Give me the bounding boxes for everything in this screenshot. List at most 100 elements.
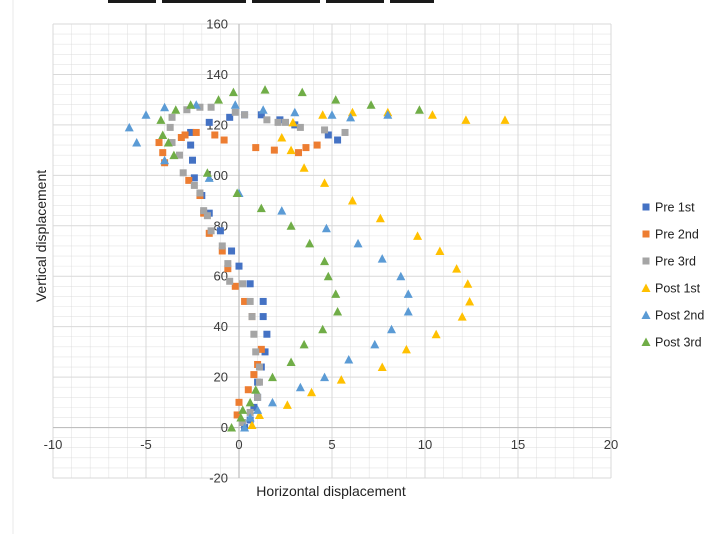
series-post-2nd <box>124 100 413 432</box>
legend-marker <box>642 257 650 265</box>
data-point <box>333 307 343 316</box>
data-point <box>177 134 185 141</box>
legend-item: Post 2nd <box>641 309 704 323</box>
data-point <box>214 95 224 104</box>
data-point <box>254 393 262 401</box>
chart-title <box>108 0 434 3</box>
data-point <box>235 398 243 406</box>
legend-item: Pre 2nd <box>642 228 699 242</box>
data-point <box>318 110 328 119</box>
y-tick-label: 60 <box>214 269 228 284</box>
legend-item: Post 1st <box>641 282 701 296</box>
y-tick-label: -20 <box>209 471 228 486</box>
data-point <box>202 168 212 177</box>
data-point <box>179 169 187 177</box>
data-point <box>341 128 349 136</box>
data-point <box>270 146 278 154</box>
legend-marker <box>641 310 651 319</box>
legend-marker <box>642 203 650 211</box>
data-point <box>267 372 277 382</box>
data-point <box>257 111 265 119</box>
data-point <box>156 115 166 124</box>
data-point <box>252 348 260 356</box>
data-point <box>320 256 330 266</box>
data-point <box>220 136 228 144</box>
data-point <box>187 128 195 136</box>
data-point <box>258 105 268 114</box>
data-point <box>435 246 445 255</box>
x-tick-label: 20 <box>604 437 618 452</box>
data-point <box>246 297 254 305</box>
data-point <box>244 386 252 394</box>
title-fragment-1 <box>162 0 246 3</box>
data-point <box>218 247 226 255</box>
data-point <box>403 289 413 298</box>
data-point <box>452 264 462 273</box>
data-point <box>235 262 243 270</box>
data-point <box>241 111 249 119</box>
data-point <box>318 324 328 334</box>
data-point <box>246 408 254 416</box>
data-point <box>231 108 239 116</box>
legend-label: Post 1st <box>655 282 701 296</box>
y-tick-label: 0 <box>221 420 228 435</box>
data-point <box>204 173 214 182</box>
data-point <box>155 139 163 147</box>
data-point <box>245 397 255 407</box>
legend-label: Post 3rd <box>655 336 702 350</box>
data-point <box>171 105 181 114</box>
legend: Pre 1st Pre 2nd Pre 3rd Post 1st Post 2nd Pos… <box>641 201 704 350</box>
data-point <box>465 296 475 306</box>
data-point <box>230 100 240 109</box>
data-point <box>168 139 176 147</box>
data-point <box>413 231 423 240</box>
x-tick-label: -5 <box>140 437 152 452</box>
data-point <box>185 176 193 184</box>
data-point <box>500 115 510 124</box>
data-point <box>383 110 393 119</box>
data-point <box>267 397 277 407</box>
data-point <box>203 212 211 220</box>
data-point <box>302 144 310 152</box>
title-fragment-0 <box>108 0 156 3</box>
data-point <box>247 420 257 430</box>
data-point <box>190 174 198 182</box>
data-point <box>205 118 213 126</box>
x-tick-label: 15 <box>511 437 525 452</box>
data-point <box>228 87 238 97</box>
data-point <box>224 265 232 273</box>
data-point <box>320 372 330 382</box>
data-point <box>196 189 204 197</box>
data-point <box>331 289 341 298</box>
data-point <box>323 271 333 281</box>
data-point <box>344 354 354 364</box>
title-fragment-3 <box>326 0 384 3</box>
legend-label: Pre 2nd <box>655 228 699 242</box>
data-point <box>200 207 208 215</box>
data-point <box>431 329 441 339</box>
data-points <box>124 85 510 432</box>
data-point <box>307 387 317 397</box>
data-point <box>327 110 337 119</box>
data-point <box>299 163 309 172</box>
legend-marker <box>641 283 651 292</box>
y-tick-label: 20 <box>214 370 228 385</box>
data-point <box>239 419 247 427</box>
data-point <box>250 330 258 338</box>
data-point <box>207 103 215 111</box>
data-point <box>260 85 270 94</box>
data-point <box>252 144 260 152</box>
data-point <box>296 123 304 131</box>
data-point <box>259 313 267 321</box>
legend-marker <box>642 230 650 238</box>
data-point <box>232 188 242 197</box>
data-point <box>370 339 380 349</box>
data-point <box>331 95 341 104</box>
y-tick-label: 140 <box>206 67 228 82</box>
data-point <box>286 357 296 366</box>
series-post-3rd <box>156 85 424 432</box>
data-point <box>238 405 248 414</box>
data-point <box>457 312 467 321</box>
data-point <box>246 280 254 288</box>
